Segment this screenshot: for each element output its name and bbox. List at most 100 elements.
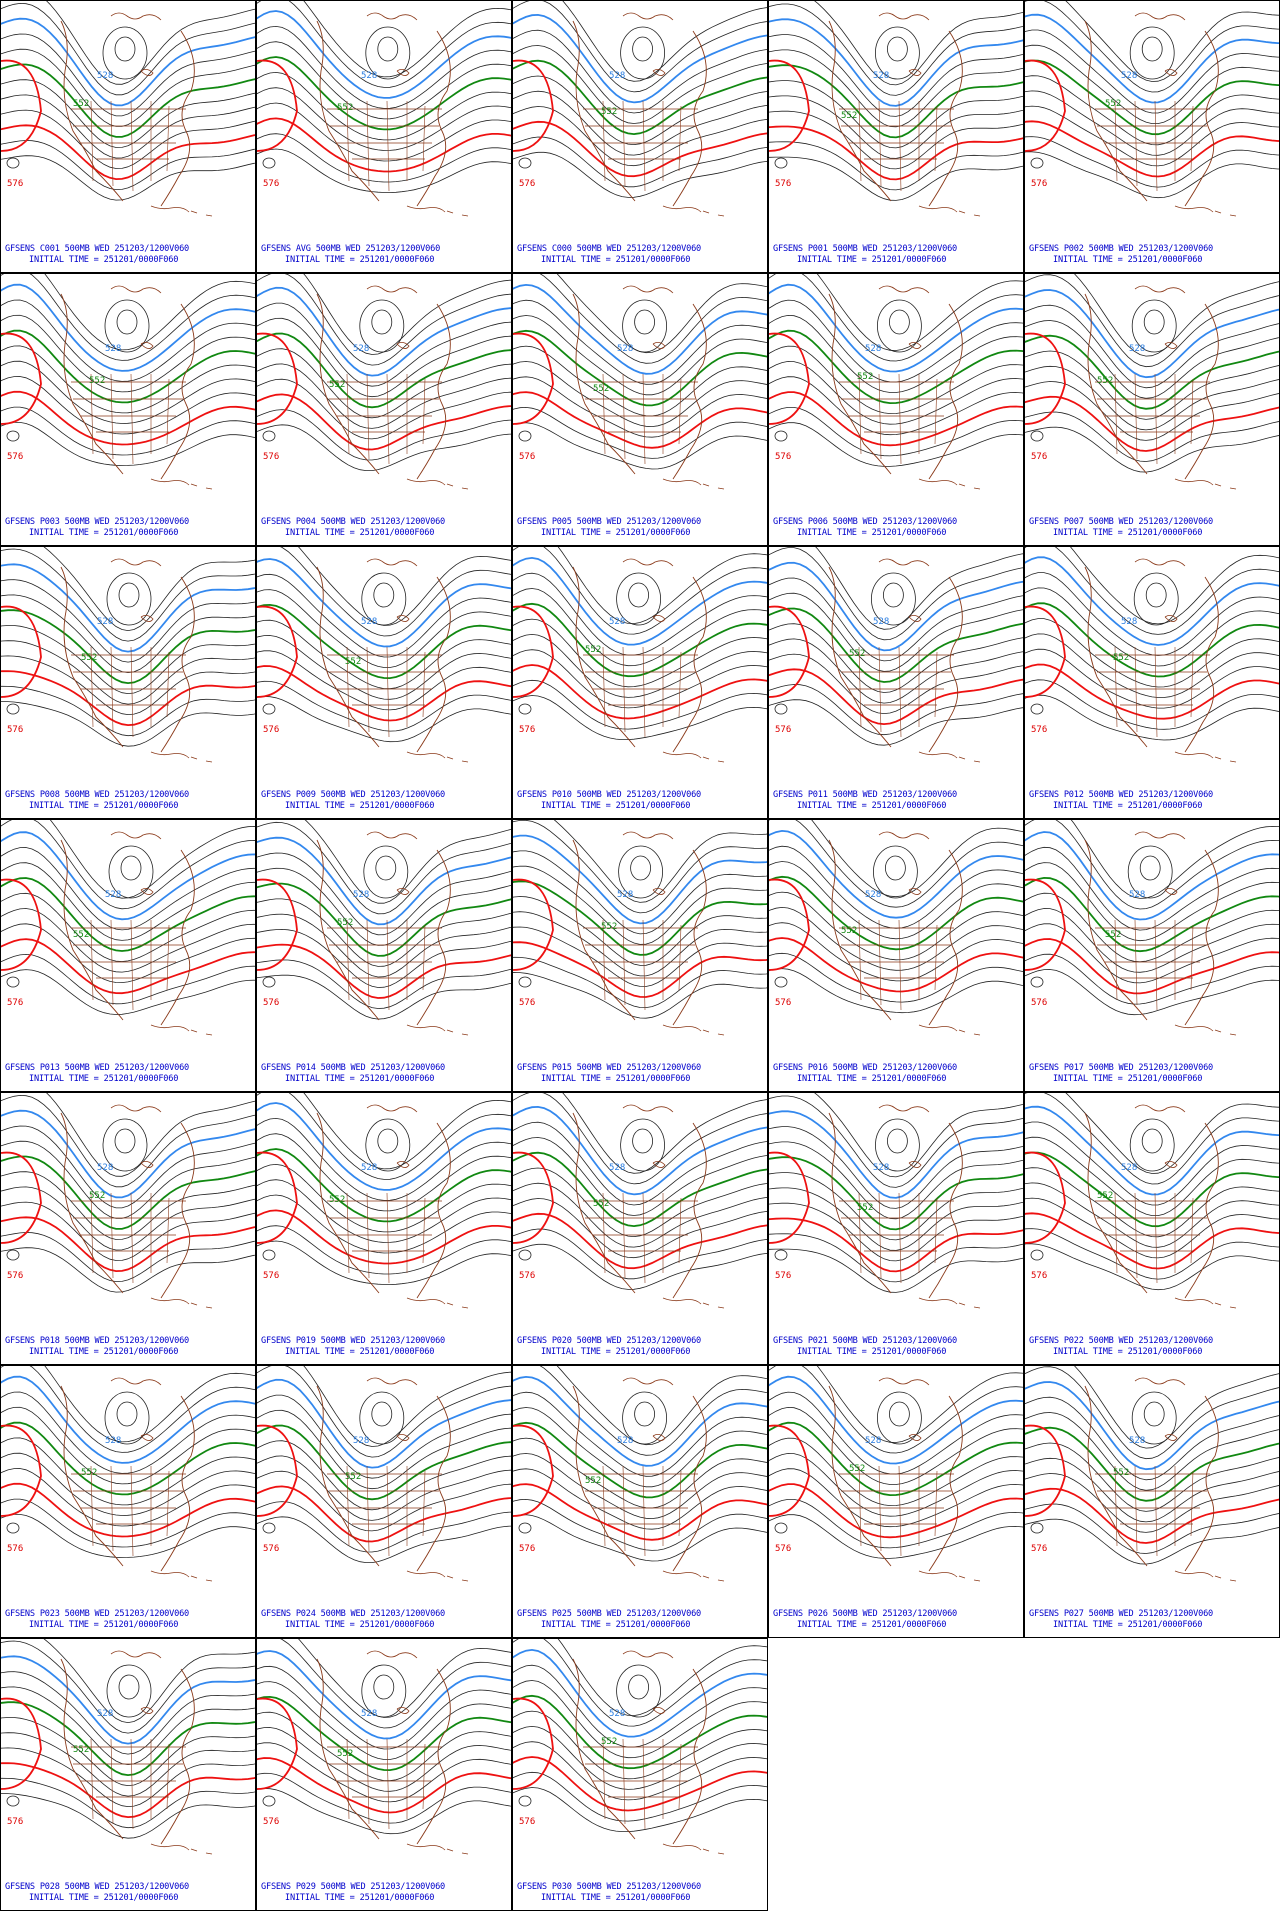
- initial-time-label: INITIAL TIME = 251201/0000F060: [29, 528, 179, 538]
- blue-contour-label: 528: [105, 890, 122, 900]
- initial-time-label: INITIAL TIME = 251201/0000F060: [541, 255, 691, 265]
- initial-time-label: INITIAL TIME = 251201/0000F060: [285, 1074, 435, 1084]
- red-contour-label: 576: [7, 1271, 24, 1281]
- blue-contour-label: 528: [97, 1709, 114, 1719]
- green-contour-label: 552: [593, 1199, 610, 1209]
- height-contour-map: [1025, 547, 1279, 763]
- panel-title: GFSENS C000 500MB WED 251203/1200V060: [517, 244, 702, 254]
- panel-title: GFSENS P020 500MB WED 251203/1200V060: [517, 1336, 702, 1346]
- red-contour-label: 576: [519, 1817, 536, 1827]
- initial-time-label: INITIAL TIME = 251201/0000F060: [29, 255, 179, 265]
- red-contour-label: 576: [1031, 998, 1048, 1008]
- red-contour-label: 576: [7, 725, 24, 735]
- red-contour-label: 576: [775, 1544, 792, 1554]
- height-contour-map: [769, 1093, 1023, 1309]
- green-contour-label: 552: [1113, 1468, 1130, 1478]
- height-contour-map: [257, 820, 511, 1036]
- ensemble-member-panel: 552 576 528 GFSENS P008 500MB WED 251203/12…: [0, 546, 256, 819]
- green-contour-label: 552: [73, 1745, 90, 1755]
- ensemble-member-panel: 552 576 528 GFSENS P016 500MB WED 251203/12…: [768, 819, 1024, 1092]
- blue-contour-label: 528: [865, 1436, 882, 1446]
- green-contour-label: 552: [337, 918, 354, 928]
- panel-title: GFSENS P001 500MB WED 251203/1200V060: [773, 244, 958, 254]
- blue-contour-label: 528: [361, 1709, 378, 1719]
- red-contour-label: 576: [519, 1271, 536, 1281]
- height-contour-map: [1, 547, 255, 763]
- green-contour-label: 552: [337, 103, 354, 113]
- blue-contour-label: 528: [361, 617, 378, 627]
- red-contour-label: 576: [775, 725, 792, 735]
- blue-contour-label: 528: [617, 890, 634, 900]
- panel-title: GFSENS C001 500MB WED 251203/1200V060: [5, 244, 190, 254]
- green-contour-label: 552: [849, 1464, 866, 1474]
- initial-time-label: INITIAL TIME = 251201/0000F060: [1053, 1620, 1203, 1630]
- height-contour-map: [1025, 1093, 1279, 1309]
- green-contour-label: 552: [841, 926, 858, 936]
- initial-time-label: INITIAL TIME = 251201/0000F060: [285, 528, 435, 538]
- red-contour-label: 576: [7, 452, 24, 462]
- height-contour-map: [513, 1, 767, 217]
- panel-title: GFSENS P014 500MB WED 251203/1200V060: [261, 1063, 446, 1073]
- panel-title: GFSENS P025 500MB WED 251203/1200V060: [517, 1609, 702, 1619]
- green-contour-label: 552: [1097, 376, 1114, 386]
- red-contour-label: 576: [263, 452, 280, 462]
- blue-contour-label: 528: [97, 617, 114, 627]
- ensemble-member-panel: 552 576 528 GFSENS P009 500MB WED 251203/12…: [256, 546, 512, 819]
- red-contour-label: 576: [263, 725, 280, 735]
- blue-contour-label: 528: [873, 1163, 890, 1173]
- ensemble-member-panel: 552 576 528 GFSENS P010 500MB WED 251203/12…: [512, 546, 768, 819]
- initial-time-label: INITIAL TIME = 251201/0000F060: [541, 801, 691, 811]
- blue-contour-label: 528: [617, 344, 634, 354]
- ensemble-member-panel: 552 576 528 GFSENS P026 500MB WED 251203/12…: [768, 1365, 1024, 1638]
- initial-time-label: INITIAL TIME = 251201/0000F060: [1053, 255, 1203, 265]
- initial-time-label: INITIAL TIME = 251201/0000F060: [1053, 1074, 1203, 1084]
- initial-time-label: INITIAL TIME = 251201/0000F060: [797, 1620, 947, 1630]
- red-contour-label: 576: [775, 452, 792, 462]
- ensemble-member-panel: 552 576 528 GFSENS P004 500MB WED 251203/12…: [256, 273, 512, 546]
- blue-contour-label: 528: [873, 71, 890, 81]
- initial-time-label: INITIAL TIME = 251201/0000F060: [1053, 528, 1203, 538]
- ensemble-member-panel: 552 576 528 GFSENS P018 500MB WED 251203/12…: [0, 1092, 256, 1365]
- initial-time-label: INITIAL TIME = 251201/0000F060: [285, 1620, 435, 1630]
- red-contour-label: 576: [7, 998, 24, 1008]
- blue-contour-label: 528: [353, 344, 370, 354]
- height-contour-map: [257, 1093, 511, 1309]
- red-contour-label: 576: [1031, 452, 1048, 462]
- initial-time-label: INITIAL TIME = 251201/0000F060: [285, 1893, 435, 1903]
- green-contour-label: 552: [1097, 1191, 1114, 1201]
- initial-time-label: INITIAL TIME = 251201/0000F060: [29, 801, 179, 811]
- initial-time-label: INITIAL TIME = 251201/0000F060: [797, 1074, 947, 1084]
- blue-contour-label: 528: [865, 344, 882, 354]
- initial-time-label: INITIAL TIME = 251201/0000F060: [1053, 801, 1203, 811]
- blue-contour-label: 528: [617, 1436, 634, 1446]
- height-contour-map: [769, 274, 1023, 490]
- blue-contour-label: 528: [1129, 890, 1146, 900]
- ensemble-member-panel: 552 576 528 GFSENS P025 500MB WED 251203/12…: [512, 1365, 768, 1638]
- red-contour-label: 576: [263, 1544, 280, 1554]
- ensemble-member-panel: 552 576 528 GFSENS P022 500MB WED 251203/12…: [1024, 1092, 1280, 1365]
- red-contour-label: 576: [263, 1817, 280, 1827]
- ensemble-member-panel: 552 576 528 GFSENS P012 500MB WED 251203/12…: [1024, 546, 1280, 819]
- blue-contour-label: 528: [609, 617, 626, 627]
- ensemble-member-panel: 552 576 528 GFSENS P007 500MB WED 251203/12…: [1024, 273, 1280, 546]
- blue-contour-label: 528: [1129, 344, 1146, 354]
- panel-title: GFSENS P004 500MB WED 251203/1200V060: [261, 517, 446, 527]
- height-contour-map: [513, 820, 767, 1036]
- panel-title: GFSENS P006 500MB WED 251203/1200V060: [773, 517, 958, 527]
- green-contour-label: 552: [337, 1749, 354, 1759]
- green-contour-label: 552: [849, 649, 866, 659]
- height-contour-map: [1, 1, 255, 217]
- blue-contour-label: 528: [865, 890, 882, 900]
- green-contour-label: 552: [1105, 930, 1122, 940]
- height-contour-map: [513, 1093, 767, 1309]
- ensemble-member-panel: 552 576 528 GFSENS P002 500MB WED 251203/12…: [1024, 0, 1280, 273]
- height-contour-map: [1025, 1366, 1279, 1582]
- green-contour-label: 552: [81, 1468, 98, 1478]
- initial-time-label: INITIAL TIME = 251201/0000F060: [29, 1074, 179, 1084]
- panel-title: GFSENS P019 500MB WED 251203/1200V060: [261, 1336, 446, 1346]
- blue-contour-label: 528: [361, 1163, 378, 1173]
- panel-title: GFSENS P028 500MB WED 251203/1200V060: [5, 1882, 190, 1892]
- ensemble-member-panel: 552 576 528 GFSENS AVG 500MB WED 251203/120…: [256, 0, 512, 273]
- ensemble-member-panel: 552 576 528 GFSENS P019 500MB WED 251203/12…: [256, 1092, 512, 1365]
